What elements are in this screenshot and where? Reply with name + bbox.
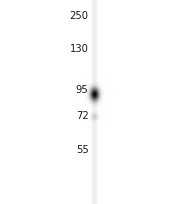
Text: 95: 95 bbox=[76, 85, 88, 95]
Text: 55: 55 bbox=[76, 144, 88, 154]
Text: 72: 72 bbox=[76, 110, 88, 120]
Text: 130: 130 bbox=[70, 44, 88, 54]
Text: 250: 250 bbox=[70, 11, 88, 21]
